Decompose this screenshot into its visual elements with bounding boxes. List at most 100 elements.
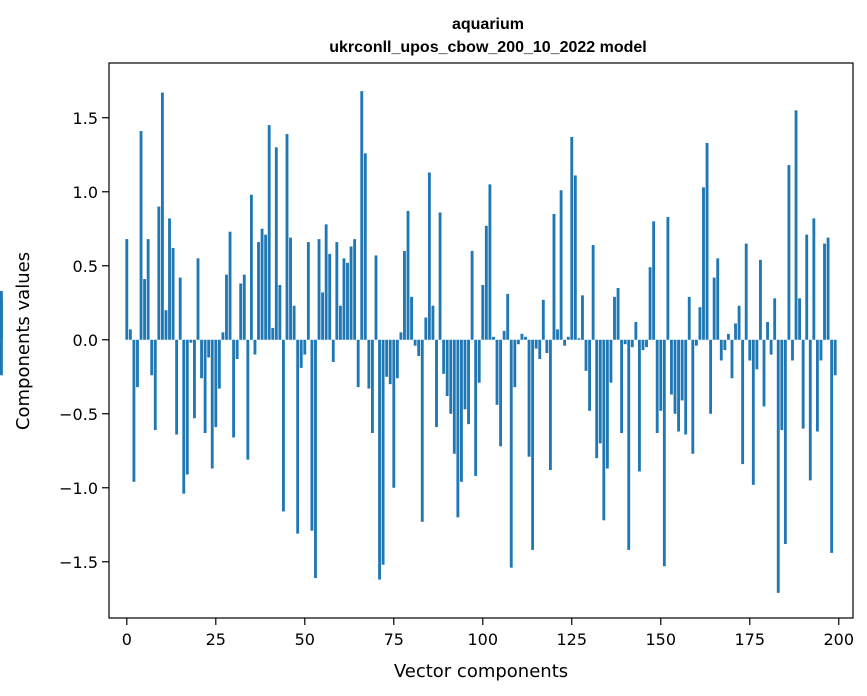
bar-76 xyxy=(395,339,399,379)
bar-55 xyxy=(321,292,325,340)
bar-56 xyxy=(324,224,328,340)
bar-27 xyxy=(221,332,225,340)
bar-198 xyxy=(830,339,834,553)
bar-182 xyxy=(773,298,777,340)
bar-89 xyxy=(442,339,446,374)
bar-26 xyxy=(217,339,221,389)
bar-185 xyxy=(783,339,787,544)
bar-40 xyxy=(267,125,271,340)
bar-98 xyxy=(474,339,478,476)
x-tick-label: 0 xyxy=(122,630,132,649)
bar-125 xyxy=(570,137,574,340)
bar-115 xyxy=(534,339,538,349)
bar-146 xyxy=(645,339,648,348)
bar-120 xyxy=(552,213,556,340)
bar-21 xyxy=(200,339,203,379)
bar-150 xyxy=(659,339,663,411)
bar-46 xyxy=(289,237,292,340)
bar-168 xyxy=(723,339,727,351)
bar-44 xyxy=(282,339,285,512)
bar-112 xyxy=(524,336,527,340)
bar-165 xyxy=(712,277,716,340)
bar-71 xyxy=(378,339,381,580)
bar-80 xyxy=(410,296,414,340)
bar-99 xyxy=(477,339,481,383)
bar-192 xyxy=(808,339,812,481)
bar-176 xyxy=(751,339,755,485)
bar-54 xyxy=(317,239,321,340)
bar-85 xyxy=(427,172,431,340)
bar-97 xyxy=(470,250,474,340)
bar-3 xyxy=(136,339,139,388)
bar-161 xyxy=(698,307,702,340)
bar-160 xyxy=(694,339,698,346)
bar-119 xyxy=(548,339,552,470)
y-tick-label: −0.5 xyxy=(59,405,98,424)
bar-180 xyxy=(766,322,769,340)
bar-61 xyxy=(342,258,346,340)
bar-129 xyxy=(584,339,588,371)
bar-75 xyxy=(392,339,396,488)
bar-123 xyxy=(563,339,567,346)
bar-193 xyxy=(812,218,816,340)
bar-82 xyxy=(417,339,421,357)
y-tick-label: 0.0 xyxy=(73,331,98,350)
bar-151 xyxy=(662,339,666,567)
bar-73 xyxy=(385,339,389,377)
bar-139 xyxy=(620,339,624,433)
bar-91 xyxy=(449,339,453,414)
bar-167 xyxy=(719,339,723,361)
bar-124 xyxy=(566,336,570,340)
bar-15 xyxy=(178,277,182,340)
bar-101 xyxy=(484,225,488,340)
bar-103 xyxy=(492,336,495,340)
bar-6 xyxy=(146,239,150,340)
bar-162 xyxy=(702,187,705,340)
bar-63 xyxy=(349,246,353,340)
bar-95 xyxy=(463,339,467,410)
bar-74 xyxy=(388,339,392,385)
bar-78 xyxy=(403,250,406,340)
bar-155 xyxy=(677,339,680,432)
bar-196 xyxy=(823,243,826,340)
bar-79 xyxy=(406,211,410,340)
bar-93 xyxy=(456,339,460,518)
bar-197 xyxy=(826,237,830,340)
bar-14 xyxy=(175,339,179,435)
bar-152 xyxy=(666,216,670,340)
bar-142 xyxy=(630,339,634,348)
bar-29 xyxy=(228,231,232,340)
bar-104 xyxy=(495,339,499,405)
bar-undefined xyxy=(0,299,3,340)
bar-147 xyxy=(648,267,652,340)
bar-116 xyxy=(538,339,542,359)
bar-70 xyxy=(374,255,378,340)
bar-143 xyxy=(634,322,638,340)
bar-145 xyxy=(641,339,645,351)
bar-64 xyxy=(353,239,357,340)
y-tick-label: 1.0 xyxy=(73,183,98,202)
bar-194 xyxy=(815,339,819,432)
bar-126 xyxy=(573,175,577,340)
bar-series xyxy=(0,91,837,593)
bar-25 xyxy=(214,339,218,428)
bar-184 xyxy=(780,339,784,431)
bar-0 xyxy=(125,239,129,340)
chart-title: aquarium xyxy=(452,16,524,33)
bar-88 xyxy=(438,212,442,340)
bar-41 xyxy=(271,327,275,340)
bar-127 xyxy=(577,338,581,340)
bar-38 xyxy=(260,228,264,340)
bar-84 xyxy=(424,317,428,340)
bar-12 xyxy=(168,218,171,340)
bar-77 xyxy=(399,332,403,340)
y-axis-label: Components values xyxy=(13,252,34,430)
bar-69 xyxy=(371,339,374,433)
bar-13 xyxy=(171,248,175,340)
bar-136 xyxy=(609,339,613,383)
bar-67 xyxy=(363,153,367,340)
bar-149 xyxy=(655,339,659,433)
bar-31 xyxy=(235,339,239,359)
bar-111 xyxy=(520,333,524,340)
bar-51 xyxy=(306,242,310,340)
